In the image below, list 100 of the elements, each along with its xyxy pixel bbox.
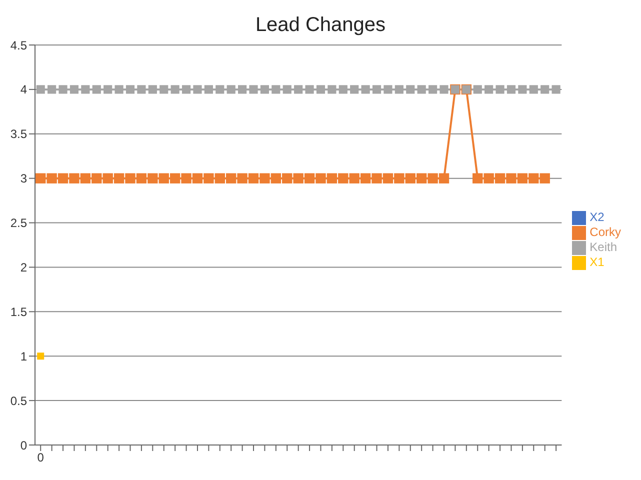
point: [204, 173, 214, 184]
point: [102, 173, 113, 184]
point: [160, 85, 168, 94]
point: [126, 85, 135, 94]
point: [80, 173, 91, 184]
point: [36, 85, 45, 94]
point: [416, 173, 427, 184]
point: [125, 173, 136, 184]
point: [518, 85, 527, 94]
point: [69, 173, 80, 184]
point: [114, 85, 124, 94]
point: [517, 173, 528, 184]
point: [170, 85, 180, 94]
y-tick-label: 1.5: [10, 304, 28, 319]
point: [428, 85, 438, 94]
point: [158, 173, 169, 184]
point: [350, 85, 359, 94]
point: [494, 173, 506, 184]
point: [440, 85, 448, 94]
point: [182, 85, 191, 94]
y-tick-label: 0: [20, 438, 28, 452]
y-tick-label: 4: [20, 82, 28, 97]
y-tick-label: 0.5: [10, 394, 28, 408]
point: [428, 173, 438, 184]
point: [540, 173, 550, 184]
point: [114, 173, 124, 184]
point: [394, 173, 404, 184]
point: [394, 85, 404, 94]
point: [484, 173, 494, 184]
y-tick-label: 1: [20, 349, 28, 364]
point: [361, 85, 370, 94]
y-tick-label: 3.5: [10, 127, 28, 142]
point: [528, 173, 539, 184]
point: [372, 173, 382, 184]
point: [540, 85, 550, 94]
point: [552, 85, 560, 94]
y-tick-label: 2: [20, 260, 28, 274]
point: [170, 173, 180, 184]
point: [328, 85, 336, 94]
point: [226, 173, 236, 184]
point: [438, 173, 450, 184]
legend-label: X1: [590, 254, 604, 269]
point: [529, 85, 538, 94]
point: [405, 173, 416, 184]
point: [249, 85, 258, 94]
point: [304, 173, 315, 184]
point: [270, 173, 282, 184]
point: [214, 173, 225, 184]
point: [305, 85, 314, 94]
point: [92, 173, 102, 184]
point: [382, 173, 394, 184]
point: [316, 173, 326, 184]
point: [406, 85, 415, 94]
point: [282, 85, 292, 94]
point: [46, 173, 57, 184]
point: [349, 173, 360, 184]
point: [181, 173, 192, 184]
point: [282, 173, 292, 184]
chart-title: Lead Changes: [254, 14, 387, 37]
point: [148, 173, 158, 184]
point: [216, 85, 224, 94]
point: [338, 173, 348, 184]
point: [193, 85, 202, 94]
point: [326, 173, 338, 184]
point: [81, 85, 90, 94]
point: [238, 85, 247, 94]
y-tick-label: 2.5: [10, 216, 28, 230]
point: [316, 85, 326, 94]
point: [372, 85, 382, 94]
point: [473, 85, 482, 94]
point: [58, 85, 68, 94]
point: [136, 173, 147, 184]
y-tick-label: 3: [20, 172, 28, 186]
point: [260, 173, 270, 184]
point: [148, 85, 157, 94]
legend-label: Keith: [590, 240, 618, 254]
point: [384, 85, 392, 94]
point: [338, 85, 348, 94]
point: [192, 173, 203, 184]
point: [137, 85, 146, 94]
point: [48, 85, 56, 94]
point: [506, 173, 516, 184]
legend-label: Corky: [590, 225, 621, 240]
point: [484, 85, 494, 94]
point: [260, 85, 270, 94]
point: [248, 173, 259, 184]
point: [472, 173, 483, 184]
y-tick-label: 4.5: [10, 38, 28, 52]
point: [272, 85, 280, 94]
legend-label: X2: [590, 210, 604, 224]
point: [237, 173, 248, 184]
point: [37, 352, 44, 360]
point: [360, 173, 371, 184]
point: [36, 173, 46, 184]
point: [58, 173, 68, 184]
point: [496, 85, 504, 94]
point: [226, 85, 236, 94]
point: [104, 85, 112, 94]
point: [417, 85, 426, 94]
point: [294, 85, 303, 94]
